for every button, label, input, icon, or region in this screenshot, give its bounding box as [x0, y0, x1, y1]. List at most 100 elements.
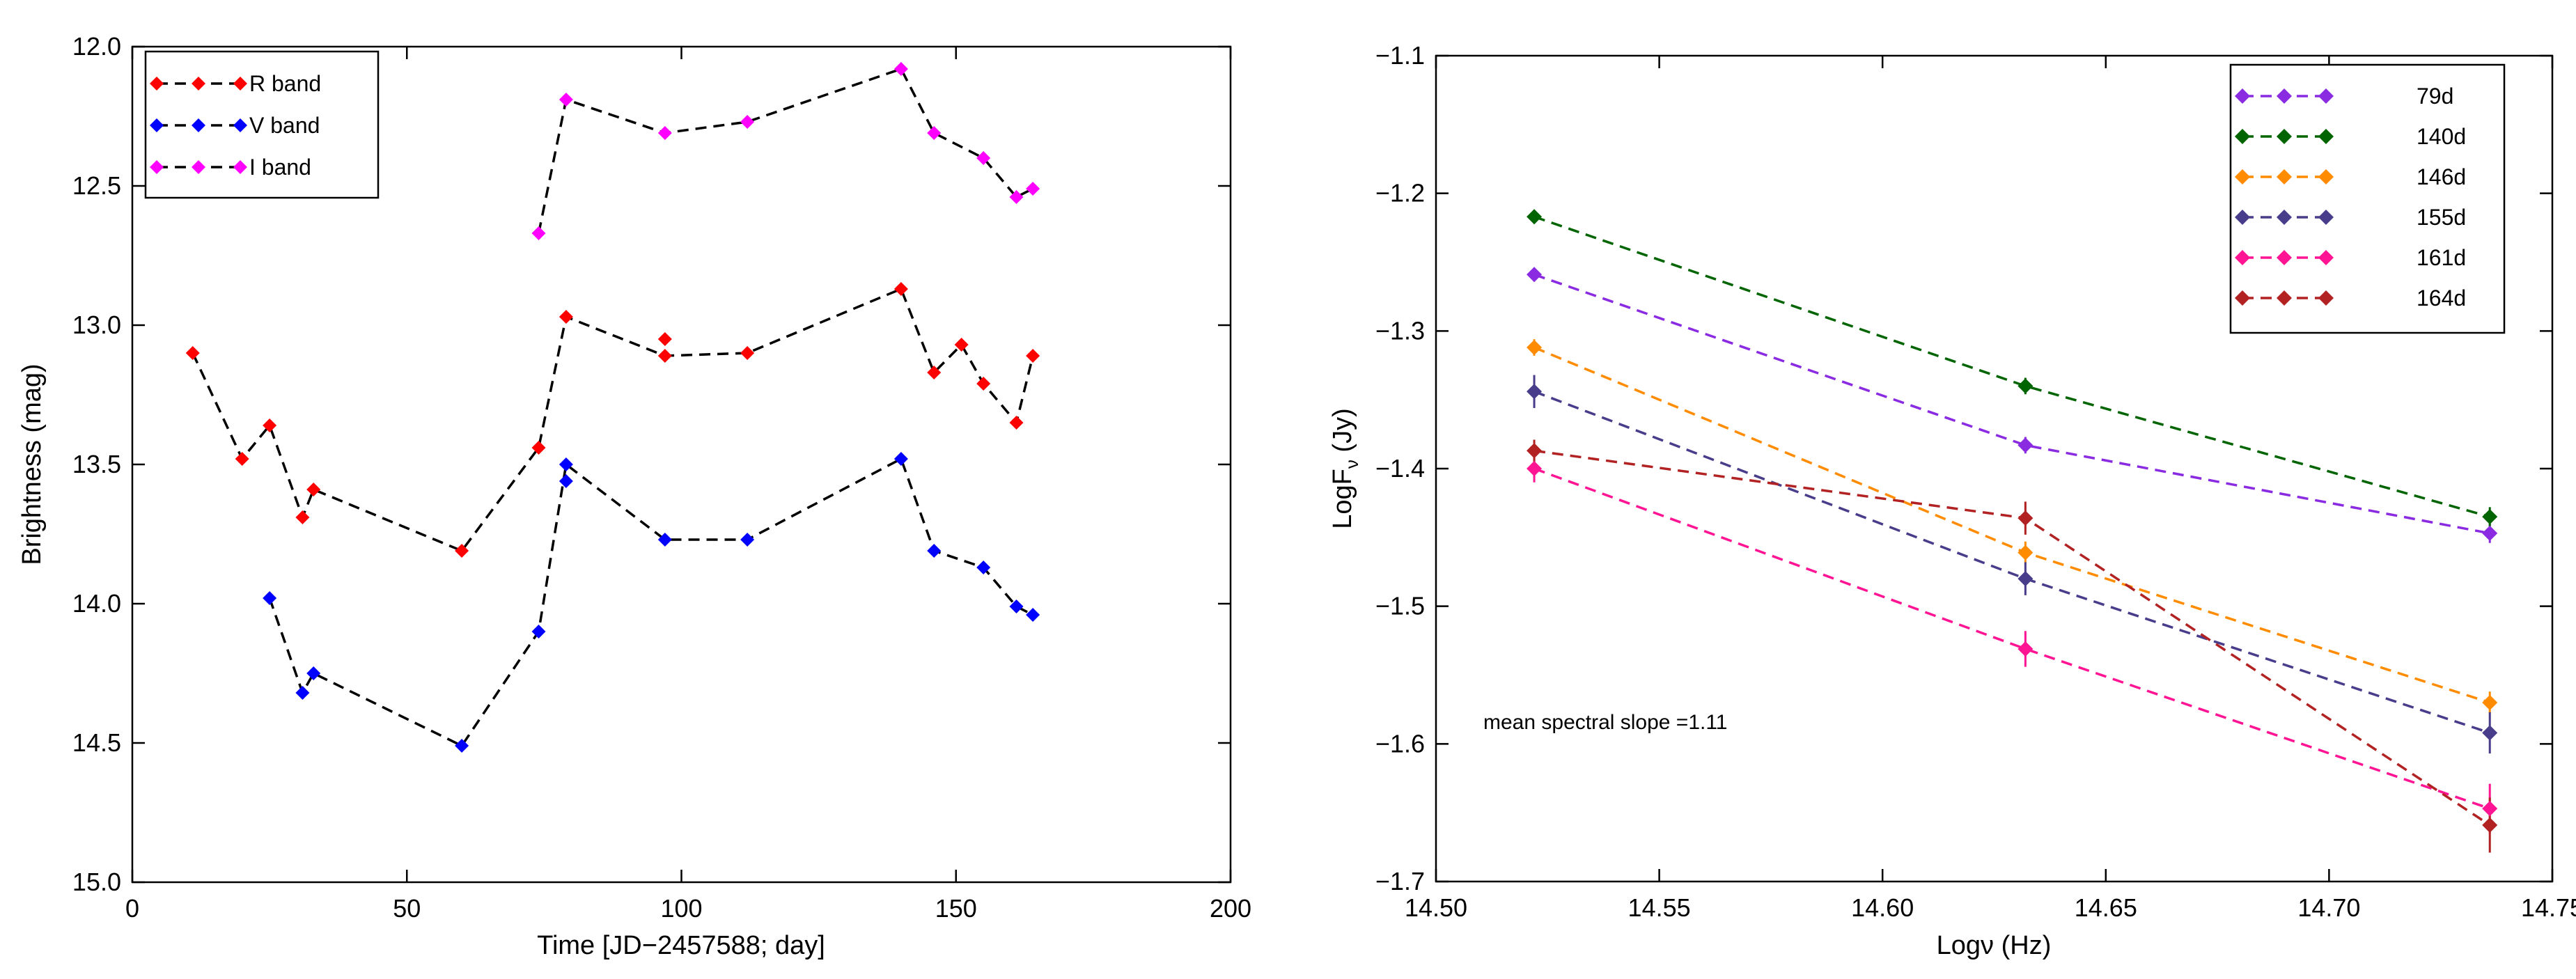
left-point-v-band [657, 533, 672, 547]
left-series-line-i-band [537, 67, 1033, 234]
left-ytick-label: 12.5 [72, 171, 121, 200]
right-series-line-155d [1533, 390, 2490, 735]
left-point-r-band [954, 338, 969, 352]
right-xtick-label: 14.70 [2297, 893, 2360, 922]
right-point-146d [1527, 340, 1543, 356]
right-legend-marker [2235, 290, 2250, 306]
right-point-164d [1527, 443, 1543, 459]
left-legend-marker [150, 77, 164, 91]
left-xtick-label: 100 [660, 894, 702, 923]
right-legend-marker [2235, 250, 2250, 265]
left-point-v-band [455, 739, 469, 753]
right-ytick-label: −1.2 [1375, 179, 1425, 207]
right-ytick-label: −1.7 [1375, 867, 1425, 895]
right-xtick-label: 14.60 [1851, 893, 1914, 922]
right-point-164d [2482, 817, 2498, 833]
right-ytick-label: −1.1 [1375, 41, 1425, 70]
right-point-79d [1527, 267, 1543, 283]
right-series-line-164d [1533, 449, 2491, 827]
left-ytick-label: 14.5 [72, 728, 121, 757]
right-legend-marker [2235, 169, 2250, 185]
right-legend: 79d 140d 146d 155d 161d 164d [2229, 63, 2506, 334]
left-ytick-label: 14.0 [72, 589, 121, 618]
left-ytick-label: 13.5 [72, 450, 121, 478]
light-curve-chart: 0 50 100 150 200 12.0 12.5 13.0 13.5 14.0 14.5 15.0… [17, 32, 1251, 960]
left-legend-marker [233, 118, 247, 132]
left-point-v-band [559, 457, 573, 471]
right-series-line-79d [1533, 273, 2490, 535]
left-ytick-label: 15.0 [72, 868, 121, 896]
left-point-r-band [306, 483, 321, 496]
left-xtick-label: 150 [935, 894, 977, 923]
right-point-140d [2017, 378, 2034, 394]
left-point-i-band [1026, 182, 1040, 196]
left-series-markers [185, 62, 1040, 753]
left-legend: R band V band I band [144, 50, 380, 199]
left-point-r-band [927, 366, 942, 379]
right-legend-marker [2318, 169, 2334, 185]
left-xtick-label: 50 [393, 894, 421, 923]
right-legend-marker [2318, 210, 2334, 225]
left-legend-marker [192, 118, 205, 132]
right-legend-marker [2277, 129, 2292, 144]
right-ylabel-main: LogF [1328, 469, 1357, 529]
left-point-i-band [559, 93, 573, 107]
right-ytick-label: −1.4 [1375, 454, 1425, 483]
right-legend-box [2229, 63, 2506, 334]
left-point-r-band [740, 346, 755, 360]
right-ylabel: LogFν (Jy) [1328, 408, 1362, 529]
right-ytick-label: −1.6 [1375, 729, 1425, 758]
right-legend-marker [2277, 250, 2292, 265]
left-legend-marker [233, 160, 247, 174]
left-point-r-band [455, 544, 469, 558]
left-point-i-band [740, 115, 755, 129]
right-point-161d [2482, 801, 2498, 817]
right-axis-ticks: 14.50 14.55 14.60 14.65 14.70 14.75 −1.1 −1.2 −1… [1375, 41, 2576, 922]
left-point-v-band [295, 686, 310, 700]
right-legend-marker [2318, 129, 2334, 144]
right-ylabel-sub: ν [1341, 460, 1362, 469]
left-point-i-band [976, 151, 991, 165]
left-point-v-band [531, 625, 546, 639]
right-xtick-label: 14.65 [2075, 893, 2137, 922]
left-legend-label: R band [249, 71, 321, 96]
right-ylabel-unit: (Jy) [1328, 408, 1357, 460]
right-legend-marker [2277, 290, 2292, 306]
right-legend-marker [2235, 210, 2250, 225]
left-point-v-band [263, 591, 277, 605]
right-legend-marker [2318, 250, 2334, 265]
right-series-line-140d [1533, 215, 2490, 518]
left-legend-marker [192, 160, 205, 174]
left-point-i-band [1009, 190, 1024, 204]
right-point-140d [2482, 509, 2498, 525]
right-point-79d [2017, 437, 2034, 453]
right-legend-marker [2277, 169, 2292, 185]
left-point-r-band [235, 452, 249, 466]
left-point-v-band [927, 544, 942, 558]
left-axis-ticks: 0 50 100 150 200 12.0 12.5 13.0 13.5 14.0 14.5 15.0 [72, 32, 1251, 923]
left-series-line-v-band [268, 457, 1033, 748]
left-point-i-band [927, 126, 942, 140]
right-point-155d [2482, 725, 2498, 741]
left-point-r-band [1026, 349, 1040, 363]
right-point-146d [2017, 545, 2034, 561]
right-legend-marker [2235, 88, 2250, 104]
left-point-r-band [1009, 416, 1024, 430]
right-legend-marker [2235, 129, 2250, 144]
right-xlabel: Logν (Hz) [1937, 931, 2052, 960]
right-point-161d [1527, 461, 1543, 476]
left-point-r-band [657, 349, 672, 363]
right-ytick-label: −1.3 [1375, 316, 1425, 345]
left-point-v-band [559, 474, 573, 488]
left-point-v-band [893, 452, 908, 466]
right-xtick-label: 14.75 [2521, 893, 2576, 922]
right-xtick-label: 14.55 [1628, 893, 1691, 922]
right-series-line-161d [1533, 467, 2490, 810]
left-point-r-band [295, 510, 310, 524]
right-annotation: mean spectral slope =1.11 [1483, 711, 1728, 734]
left-legend-marker [192, 77, 205, 91]
left-point-i-band [531, 226, 546, 240]
left-ylabel: Brightness (mag) [17, 363, 47, 565]
left-point-r-band [263, 418, 277, 432]
